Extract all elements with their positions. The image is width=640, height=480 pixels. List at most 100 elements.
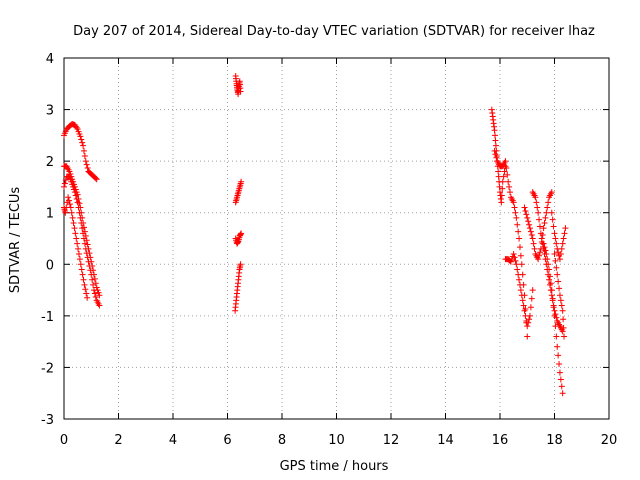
data-point — [560, 316, 567, 323]
data-point — [65, 197, 72, 204]
data-point — [85, 258, 92, 265]
data-point — [498, 199, 505, 206]
data-point — [74, 199, 81, 206]
series-arc-p — [551, 250, 568, 340]
data-point — [535, 209, 542, 216]
data-point — [237, 261, 244, 268]
data-point — [556, 256, 563, 263]
data-point — [76, 209, 83, 216]
data-point — [79, 225, 86, 232]
data-point — [499, 185, 506, 192]
data-point — [520, 302, 527, 309]
data-point — [551, 250, 558, 257]
data-point — [491, 147, 498, 154]
data-point — [560, 324, 567, 331]
data-point — [561, 230, 568, 237]
data-point — [526, 221, 533, 228]
x-tick-label: 10 — [328, 433, 345, 448]
data-point — [83, 161, 90, 168]
y-tick-label: 1 — [46, 207, 54, 222]
data-point — [525, 319, 532, 326]
data-point — [80, 147, 87, 154]
data-point — [69, 214, 76, 221]
data-point — [552, 323, 559, 330]
x-tick-label: 2 — [114, 433, 122, 448]
data-point — [512, 257, 519, 264]
data-point — [81, 240, 88, 247]
x-axis-label: GPS time / hours — [280, 459, 389, 474]
data-point — [521, 204, 528, 211]
data-point — [529, 287, 536, 294]
data-point — [492, 151, 499, 158]
data-point — [518, 261, 525, 268]
grid — [64, 58, 609, 419]
data-point — [543, 209, 550, 216]
data-point — [515, 271, 522, 278]
data-point — [70, 220, 77, 227]
data-point — [84, 254, 91, 261]
data-point — [70, 186, 77, 193]
data-point — [503, 165, 510, 172]
data-point — [528, 295, 535, 302]
data-point — [519, 297, 526, 304]
data-point — [550, 304, 557, 311]
series-arc-n — [540, 240, 566, 397]
data-point — [72, 192, 79, 199]
data-point — [552, 235, 559, 242]
data-point — [548, 189, 555, 196]
data-point — [83, 290, 90, 297]
data-point — [544, 256, 551, 263]
data-point — [78, 220, 85, 227]
data-point — [95, 289, 102, 296]
data-point — [62, 209, 69, 216]
data-point — [529, 235, 536, 242]
x-tick-label: 0 — [60, 433, 68, 448]
data-point — [554, 343, 561, 350]
data-point — [547, 280, 554, 287]
data-point — [84, 294, 91, 301]
y-tick-label: 2 — [46, 155, 54, 170]
data-point — [558, 245, 565, 252]
data-point — [92, 175, 99, 182]
data-point — [517, 252, 524, 259]
data-point — [526, 312, 533, 319]
data-point — [543, 250, 550, 257]
data-point — [76, 256, 83, 263]
series-arc-a — [61, 121, 100, 183]
data-point — [536, 252, 543, 259]
data-point — [551, 230, 558, 237]
data-point — [553, 333, 560, 340]
y-axis-label: SDTVAR / TECUs — [8, 187, 23, 294]
series-arc-k — [502, 250, 536, 330]
chart-title: Day 207 of 2014, Sidereal Day-to-day VTE… — [73, 24, 595, 39]
data-point — [81, 281, 88, 288]
data-point — [61, 180, 68, 187]
data-point — [69, 181, 76, 188]
data-point — [531, 245, 538, 252]
data-point — [511, 254, 518, 261]
data-point — [551, 307, 558, 314]
data-point — [557, 250, 564, 257]
data-point — [511, 204, 518, 211]
data-point — [516, 235, 523, 242]
data-point — [80, 142, 87, 149]
data-point — [78, 136, 85, 143]
data-point — [526, 316, 533, 323]
data-point — [61, 183, 67, 190]
data-point — [77, 214, 84, 221]
data-point — [79, 139, 86, 146]
data-point — [510, 199, 517, 206]
y-tick-label: 4 — [46, 52, 54, 67]
data-point — [71, 189, 78, 196]
data-point — [492, 132, 499, 139]
data-point — [533, 199, 540, 206]
data-point — [495, 168, 502, 175]
data-point — [524, 333, 531, 340]
data-point — [89, 276, 96, 283]
data-point — [501, 168, 508, 175]
data-point — [79, 271, 86, 278]
data-point — [530, 240, 537, 247]
x-tick-label: 18 — [546, 433, 563, 448]
data-point — [72, 230, 79, 237]
